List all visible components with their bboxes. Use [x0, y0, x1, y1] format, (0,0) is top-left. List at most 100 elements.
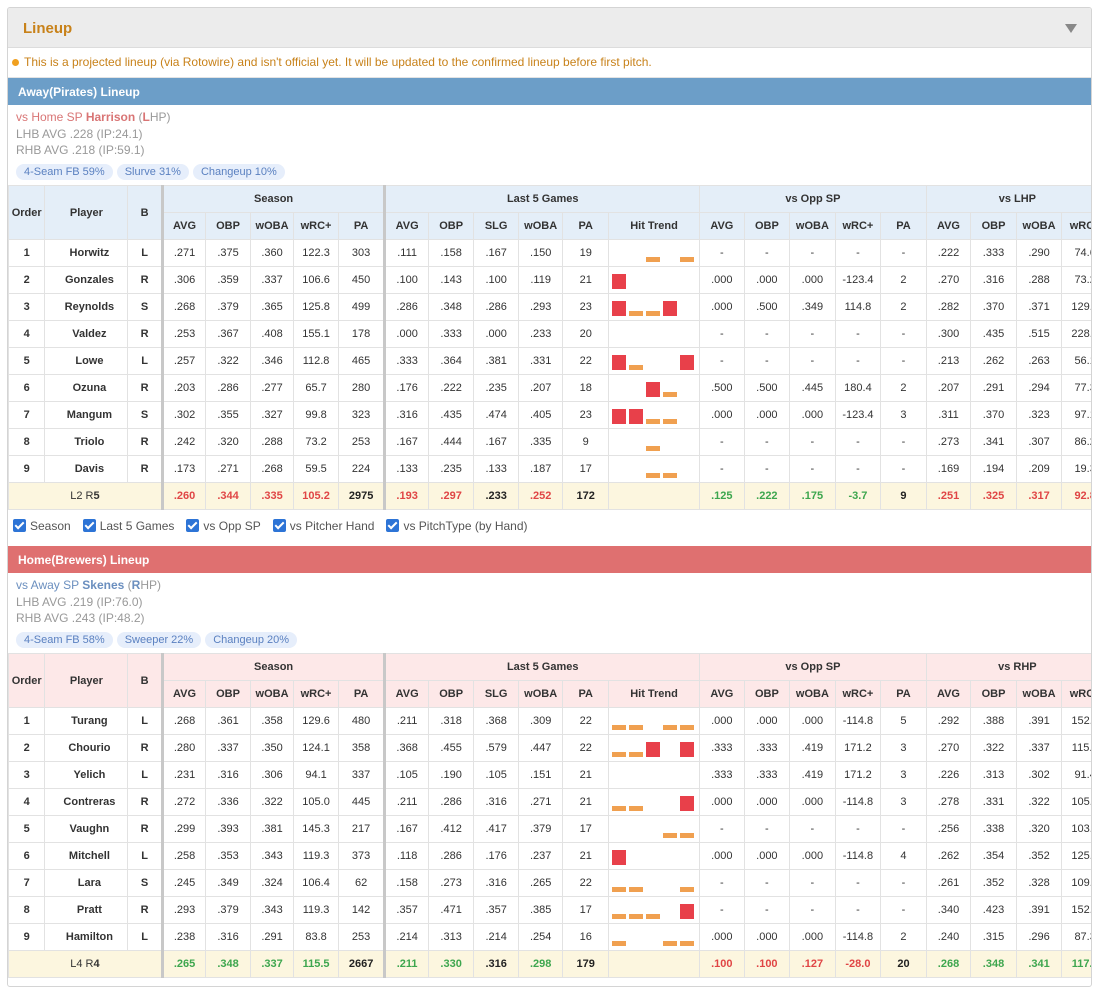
- player-name[interactable]: Vaughn: [44, 815, 129, 843]
- col-l5-pa[interactable]: PA: [562, 212, 609, 240]
- group-vs-opp-sp[interactable]: vs Opp SP: [699, 653, 927, 681]
- checkbox-checked-icon[interactable]: [186, 519, 200, 532]
- col-bats[interactable]: B: [127, 185, 163, 240]
- col-l5-obp[interactable]: OBP: [427, 212, 475, 240]
- player-name[interactable]: Hamilton: [44, 923, 129, 951]
- col-season-pa[interactable]: PA: [337, 680, 386, 708]
- col-l5-pa[interactable]: PA: [562, 680, 609, 708]
- player-row[interactable]: 5 Lowe L .257.322.346 112.8 465.333.364.381.3…: [8, 347, 1091, 375]
- pitch-chip[interactable]: Changeup 10%: [192, 164, 285, 180]
- player-name[interactable]: Contreras: [44, 788, 129, 816]
- player-name[interactable]: Reynolds: [44, 293, 129, 321]
- filter-checkbox[interactable]: vs PitchType (by Hand): [386, 519, 528, 533]
- col-opp-pa[interactable]: PA: [880, 680, 927, 708]
- col-hand-woba[interactable]: wOBA: [1015, 680, 1063, 708]
- player-row[interactable]: 4 Valdez R .253.367.408 155.1 178.000.333.000…: [8, 320, 1091, 348]
- player-row[interactable]: 3 Yelich L .231.316.306 94.1 337.105.190.105.…: [8, 761, 1091, 789]
- filter-checkbox[interactable]: Season: [13, 519, 71, 533]
- col-bats[interactable]: B: [127, 653, 163, 708]
- player-name[interactable]: Triolo: [44, 428, 129, 456]
- sp-name[interactable]: Skenes: [82, 578, 125, 592]
- player-name[interactable]: Mitchell: [44, 842, 129, 870]
- group-vs-hand[interactable]: vs LHP: [925, 185, 1091, 213]
- filter-checkbox[interactable]: vs Opp SP: [186, 519, 261, 533]
- checkbox-checked-icon[interactable]: [82, 519, 96, 532]
- col-hand-wrc+[interactable]: wRC+: [1061, 212, 1091, 240]
- player-name[interactable]: Valdez: [44, 320, 129, 348]
- col-l5-avg[interactable]: AVG: [383, 212, 429, 240]
- filter-checkbox[interactable]: Last 5 Games: [82, 519, 174, 533]
- group-last5[interactable]: Last 5 Games: [383, 185, 701, 213]
- player-name[interactable]: Turang: [44, 707, 129, 735]
- checkbox-checked-icon[interactable]: [386, 519, 400, 532]
- player-name[interactable]: Lowe: [44, 347, 129, 375]
- player-row[interactable]: 1 Turang L .268.361.358 129.6 480.211.318.368…: [8, 707, 1091, 735]
- col-l5-hit-trend[interactable]: Hit Trend: [607, 212, 701, 240]
- filter-checkbox[interactable]: vs Pitcher Hand: [272, 519, 374, 533]
- col-season-avg[interactable]: AVG: [160, 680, 207, 708]
- player-row[interactable]: 8 Pratt R .293.379.343 119.3 142.357.471.357.…: [8, 896, 1091, 924]
- player-row[interactable]: 6 Ozuna R .203.286.277 65.7 280.176.222.235.2…: [8, 374, 1091, 402]
- col-hand-avg[interactable]: AVG: [925, 212, 972, 240]
- col-l5-obp[interactable]: OBP: [427, 680, 475, 708]
- col-player[interactable]: Player: [44, 653, 129, 708]
- col-opp-obp[interactable]: OBP: [743, 680, 791, 708]
- checkbox-checked-icon[interactable]: [13, 519, 26, 532]
- col-l5-avg[interactable]: AVG: [383, 680, 429, 708]
- col-player[interactable]: Player: [44, 185, 129, 240]
- col-season-pa[interactable]: PA: [337, 212, 386, 240]
- player-row[interactable]: 7 Mangum S .302.355.327 99.8 323.316.435.474.…: [8, 401, 1091, 429]
- sp-name[interactable]: Harrison: [85, 110, 136, 124]
- group-last5[interactable]: Last 5 Games: [383, 653, 701, 681]
- col-season-woba[interactable]: wOBA: [249, 680, 295, 708]
- col-hand-avg[interactable]: AVG: [925, 680, 972, 708]
- player-name[interactable]: Horwitz: [44, 239, 129, 267]
- col-l5-slg[interactable]: SLG: [473, 212, 519, 240]
- player-row[interactable]: 1 Horwitz L .271.375.360 122.3 303.111.158.16…: [8, 239, 1091, 267]
- col-season-woba[interactable]: wOBA: [249, 212, 295, 240]
- col-l5-hit-trend[interactable]: Hit Trend: [607, 680, 701, 708]
- col-l5-woba[interactable]: wOBA: [517, 680, 564, 708]
- col-l5-woba[interactable]: wOBA: [517, 212, 564, 240]
- col-order[interactable]: Order: [8, 185, 46, 240]
- pitch-chip[interactable]: Sweeper 22%: [116, 632, 202, 648]
- col-season-wrc+[interactable]: wRC+: [293, 212, 339, 240]
- col-opp-wrc+[interactable]: wRC+: [834, 680, 882, 708]
- col-season-wrc+[interactable]: wRC+: [293, 680, 339, 708]
- pitch-chip[interactable]: 4-Seam FB 59%: [16, 164, 113, 180]
- col-opp-obp[interactable]: OBP: [743, 212, 791, 240]
- player-row[interactable]: 9 Hamilton L .238.316.291 83.8 253.214.313.21…: [8, 923, 1091, 951]
- player-row[interactable]: 3 Reynolds S .268.379.365 125.8 499.286.348.2…: [8, 293, 1091, 321]
- col-order[interactable]: Order: [8, 653, 46, 708]
- col-opp-wrc+[interactable]: wRC+: [834, 212, 882, 240]
- col-season-obp[interactable]: OBP: [205, 212, 251, 240]
- checkbox-checked-icon[interactable]: [272, 519, 286, 532]
- col-season-obp[interactable]: OBP: [205, 680, 251, 708]
- col-hand-wrc+[interactable]: wRC+: [1061, 680, 1091, 708]
- col-l5-slg[interactable]: SLG: [473, 680, 519, 708]
- col-opp-avg[interactable]: AVG: [699, 212, 745, 240]
- pitch-chip[interactable]: 4-Seam FB 58%: [16, 632, 113, 648]
- collapse-caret-icon[interactable]: [1065, 24, 1077, 33]
- player-row[interactable]: 7 Lara S .245.349.324 106.4 62.158.273.316.26…: [8, 869, 1091, 897]
- group-vs-opp-sp[interactable]: vs Opp SP: [699, 185, 927, 213]
- player-name[interactable]: Chourio: [44, 734, 129, 762]
- player-name[interactable]: Yelich: [44, 761, 129, 789]
- player-name[interactable]: Pratt: [44, 896, 129, 924]
- col-opp-woba[interactable]: wOBA: [789, 212, 836, 240]
- player-row[interactable]: 2 Gonzales R .306.359.337 106.6 450.100.143.1…: [8, 266, 1091, 294]
- group-vs-hand[interactable]: vs RHP: [925, 653, 1091, 681]
- pitch-chip[interactable]: Changeup 20%: [205, 632, 298, 648]
- player-row[interactable]: 4 Contreras R .272.336.322 105.0 445.211.286.…: [8, 788, 1091, 816]
- col-opp-pa[interactable]: PA: [880, 212, 927, 240]
- col-opp-avg[interactable]: AVG: [699, 680, 745, 708]
- player-name[interactable]: Lara: [44, 869, 129, 897]
- player-row[interactable]: 9 Davis R .173.271.268 59.5 224.133.235.133.1…: [8, 455, 1091, 483]
- pitch-chip[interactable]: Slurve 31%: [116, 164, 189, 180]
- player-name[interactable]: Mangum: [44, 401, 129, 429]
- player-name[interactable]: Gonzales: [44, 266, 129, 294]
- col-opp-woba[interactable]: wOBA: [789, 680, 836, 708]
- col-season-avg[interactable]: AVG: [160, 212, 207, 240]
- player-row[interactable]: 6 Mitchell L .258.353.343 119.3 373.118.286.1…: [8, 842, 1091, 870]
- col-hand-obp[interactable]: OBP: [970, 212, 1017, 240]
